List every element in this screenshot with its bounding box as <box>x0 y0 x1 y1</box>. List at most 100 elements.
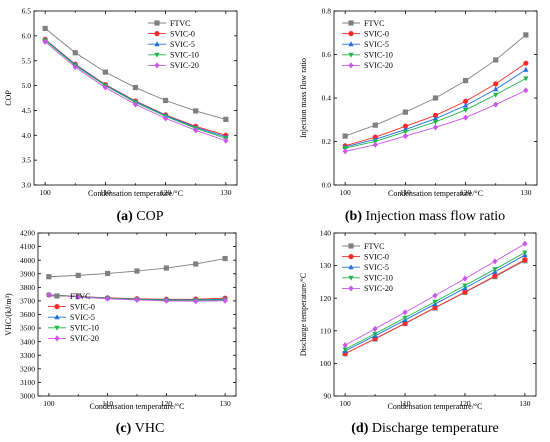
data-point <box>493 57 499 63</box>
data-point <box>432 124 439 131</box>
legend-marker <box>348 285 354 292</box>
series-svic-0 <box>342 257 528 357</box>
legend-marker <box>154 62 160 69</box>
x-axis-label: Condensation temperature/°C <box>388 189 483 198</box>
panel-letter: (b) <box>345 209 366 224</box>
panel-caption-text: COP <box>136 209 163 224</box>
data-point <box>463 114 469 121</box>
panel-letter: (a) <box>116 209 136 224</box>
data-point <box>432 115 439 121</box>
series-svic-5 <box>342 66 529 149</box>
data-point <box>102 84 108 91</box>
data-point <box>72 50 78 56</box>
series-svic-20 <box>46 291 228 305</box>
panel-caption: (a) COP <box>116 209 163 224</box>
x-tick-label: 110 <box>400 399 411 408</box>
data-point <box>42 25 48 31</box>
data-point <box>522 257 528 263</box>
data-point <box>42 38 48 45</box>
legend-label: SVIC-0 <box>364 252 389 261</box>
panel-caption: (d) Discharge temperature <box>351 421 498 436</box>
legend-label: SVIC-10 <box>364 51 393 60</box>
data-point <box>492 258 498 265</box>
panel-caption-text: Injection mass flow ratio <box>366 209 506 224</box>
data-point <box>463 78 469 84</box>
panel-caption: (c) VHC <box>116 421 165 436</box>
data-point <box>402 129 408 135</box>
data-point <box>523 66 529 72</box>
legend-label: SVIC-5 <box>364 40 389 49</box>
data-point <box>372 331 378 337</box>
x-tick-label: 130 <box>519 399 531 408</box>
data-point <box>463 102 469 108</box>
legend-label: SVIC-5 <box>364 263 389 272</box>
data-point <box>523 32 529 38</box>
x-tick-label: 120 <box>160 188 172 197</box>
data-point <box>432 95 439 101</box>
data-point <box>163 115 169 122</box>
series-ftvc <box>342 32 529 139</box>
data-point <box>462 275 468 282</box>
y-tick-label: 0.2 <box>322 137 332 146</box>
y-tick-label: 120 <box>320 294 332 303</box>
panel-caption: (b) Injection mass flow ratio <box>345 209 505 224</box>
data-point <box>222 255 228 262</box>
chart-panel-c: 3000 3100 3200 3300 3400 3500 3600 3700 3800 3900… <box>4 229 237 436</box>
panel-letter: (c) <box>116 421 135 436</box>
x-tick-label: 120 <box>460 188 472 197</box>
x-axis-label: Condensation temperature/°C <box>88 189 183 198</box>
y-tick-label: 4000 <box>20 256 35 265</box>
series-ftvc <box>42 25 229 122</box>
plot-frame <box>37 232 237 397</box>
legend-label: SVIC-10 <box>364 274 393 283</box>
data-point <box>193 261 199 267</box>
legend-marker <box>54 325 60 331</box>
x-tick-label: 100 <box>40 188 52 197</box>
series-line <box>345 62 527 147</box>
data-point <box>342 342 348 349</box>
legend-marker <box>348 62 354 69</box>
x-tick-label: 100 <box>340 188 352 197</box>
data-point <box>163 297 169 304</box>
data-point <box>163 97 169 104</box>
data-point <box>105 270 111 277</box>
y-tick-label: 3400 <box>20 337 35 346</box>
data-point <box>493 92 499 98</box>
data-point <box>522 250 528 256</box>
legend-marker <box>154 41 160 47</box>
y-tick-label: 110 <box>320 326 331 335</box>
series-svic-20 <box>342 240 528 349</box>
data-point <box>163 265 169 271</box>
legend-marker <box>348 20 354 26</box>
x-tick-label: 120 <box>459 399 471 408</box>
legend-marker <box>348 52 354 58</box>
data-point <box>132 84 139 91</box>
x-tick-label: 110 <box>102 399 113 408</box>
legend-label: FTVC <box>364 242 384 251</box>
y-tick-label: 100 <box>320 359 332 368</box>
y-tick-label: 130 <box>320 261 332 270</box>
y-axis-label: COP <box>4 90 13 106</box>
data-point <box>134 268 140 274</box>
chart-panel-a: 3.0 3.5 4.0 4.5 5.0 5.5 6.0 6.5 100 110 120 130 Cond… <box>4 7 238 224</box>
data-point <box>132 101 139 108</box>
y-axis-label: Discharge temperature/°C <box>299 273 308 356</box>
data-point <box>193 108 199 114</box>
legend-label: SVIC-10 <box>170 51 199 60</box>
y-tick-label: 0.0 <box>322 181 332 190</box>
x-tick-label: 130 <box>520 188 532 197</box>
plot-frame <box>33 10 238 186</box>
data-point <box>492 273 498 279</box>
data-point <box>46 274 52 280</box>
x-axis-label: Condensation temperature/°C <box>90 402 185 411</box>
y-tick-label: 5.5 <box>22 56 32 65</box>
data-point <box>463 98 469 104</box>
series-line <box>48 258 226 278</box>
data-point <box>223 137 229 144</box>
x-tick-label: 130 <box>220 188 232 197</box>
y-tick-label: 3300 <box>20 351 35 360</box>
